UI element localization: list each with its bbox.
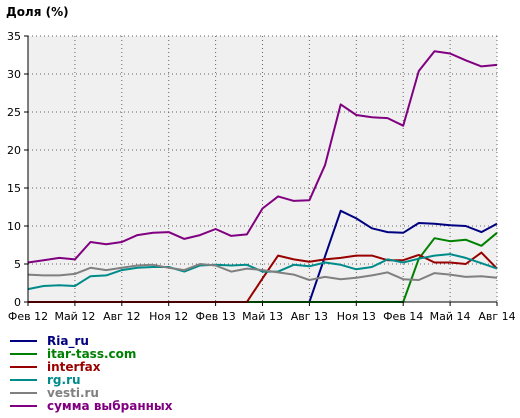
x-tick-label: Май 13 bbox=[242, 310, 283, 323]
axes bbox=[24, 35, 498, 306]
x-tick-labels: Фев 12 Май 12 Авг 12 Ноя 12 Фев 13 Май 13 Авг … bbox=[8, 310, 516, 323]
grid-lines bbox=[28, 35, 498, 302]
legend-label: interfax bbox=[47, 360, 101, 374]
y-tick-label: 10 bbox=[7, 220, 21, 233]
x-tick-label: Фев 14 bbox=[383, 310, 423, 323]
x-tick-label: Фев 12 bbox=[8, 310, 48, 323]
x-tick-label: Май 12 bbox=[54, 310, 95, 323]
x-tick-label: Авг 14 bbox=[478, 310, 515, 323]
y-tick-label: 25 bbox=[7, 106, 21, 119]
x-tick-label: Фев 13 bbox=[195, 310, 235, 323]
legend-label: itar-tass.com bbox=[47, 347, 136, 361]
y-tick-label: 5 bbox=[14, 258, 21, 271]
y-axis-title: Доля (%) bbox=[6, 5, 69, 19]
x-tick-label: Ноя 12 bbox=[149, 310, 188, 323]
legend-label: rg.ru bbox=[47, 373, 81, 387]
legend: Ria_ruitar-tass.cominterfaxrg.ruvesti.ru… bbox=[10, 334, 173, 413]
y-tick-labels: 0 5 10 15 20 25 30 35 bbox=[7, 30, 21, 309]
x-tick-label: Авг 12 bbox=[103, 310, 140, 323]
y-tick-label: 15 bbox=[7, 182, 21, 195]
y-tick-label: 30 bbox=[7, 68, 21, 81]
legend-label: vesti.ru bbox=[47, 386, 99, 400]
legend-label: сумма выбранных bbox=[47, 399, 173, 413]
y-tick-label: 35 bbox=[7, 30, 21, 43]
series-line bbox=[27, 253, 498, 291]
series-line bbox=[27, 50, 498, 264]
y-tick-label: 20 bbox=[7, 144, 21, 157]
legend-label: Ria_ru bbox=[47, 334, 89, 349]
x-tick-label: Авг 13 bbox=[291, 310, 328, 323]
x-tick-label: Май 14 bbox=[430, 310, 471, 323]
x-tick-label: Ноя 13 bbox=[337, 310, 376, 323]
series-line bbox=[27, 263, 498, 281]
y-tick-label: 0 bbox=[14, 296, 21, 309]
